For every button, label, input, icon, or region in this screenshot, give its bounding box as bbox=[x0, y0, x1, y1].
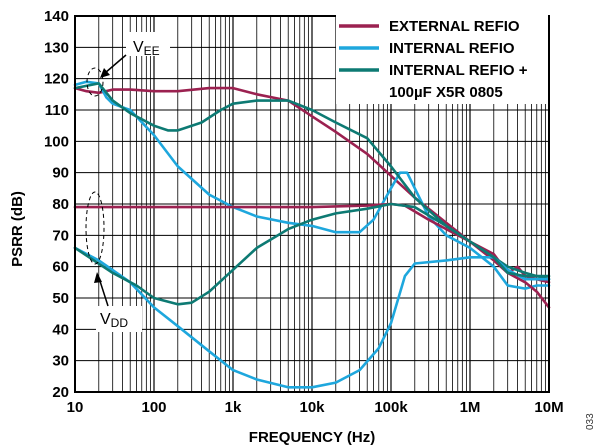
x-tick-label: 10 bbox=[67, 399, 84, 416]
grid-lines bbox=[74, 15, 549, 393]
x-tick-label: 10M bbox=[534, 399, 563, 416]
y-tick-label: 60 bbox=[52, 259, 69, 276]
series-line-vdd-internal-refio-100-f-x5r-0805 bbox=[73, 202, 551, 306]
vdd-ellipse bbox=[85, 191, 105, 265]
y-tick-label: 100 bbox=[44, 133, 69, 150]
x-tick-label: 1k bbox=[225, 399, 242, 416]
y-tick-label: 80 bbox=[52, 196, 69, 213]
legend-label-internal-cap: INTERNAL REFIO + bbox=[389, 62, 528, 79]
y-tick-label: 130 bbox=[44, 39, 69, 56]
vee-label-background bbox=[126, 32, 170, 56]
vdd-label-background bbox=[96, 306, 142, 332]
tick-labels: 20 30 40 50 60 70 80 90 100 110 120 130 140 10 100 1k 10… bbox=[44, 8, 564, 416]
y-tick-label: 40 bbox=[52, 321, 69, 338]
x-tick-label: 100k bbox=[374, 399, 408, 416]
plot-frame bbox=[74, 15, 550, 393]
y-tick-label: 20 bbox=[52, 384, 69, 401]
y-tick-label: 70 bbox=[52, 227, 69, 244]
x-tick-label: 1M bbox=[460, 399, 481, 416]
vdd-arrow-head bbox=[94, 272, 102, 283]
series-line-vdd-external-refio bbox=[73, 202, 551, 309]
legend: EXTERNAL REFIO INTERNAL REFIO INTERNAL R… bbox=[336, 8, 548, 104]
y-tick-label: 140 bbox=[44, 8, 69, 25]
vdd-label: VDD bbox=[100, 311, 128, 330]
legend-label-external: EXTERNAL REFIO bbox=[389, 18, 520, 35]
y-tick-label: 50 bbox=[52, 290, 69, 307]
y-tick-label: 110 bbox=[45, 102, 69, 119]
y-tick-label: 120 bbox=[44, 71, 69, 88]
legend-label-internal: INTERNAL REFIO bbox=[389, 40, 515, 57]
x-axis-label: FREQUENCY (Hz) bbox=[249, 429, 375, 446]
legend-background bbox=[336, 8, 548, 104]
vee-annotation: VEE bbox=[86, 32, 170, 97]
figure-id: 033 bbox=[585, 413, 596, 430]
vee-arrow-head bbox=[100, 68, 110, 78]
y-tick-label: 90 bbox=[52, 165, 69, 182]
series-layer bbox=[73, 80, 551, 389]
vee-label: VEE bbox=[133, 39, 160, 58]
legend-label-internal-cap-line2: 100µF X5R 0805 bbox=[389, 84, 503, 101]
x-tick-label: 10k bbox=[299, 399, 325, 416]
vee-ellipse bbox=[86, 67, 104, 97]
x-tick-label: 100 bbox=[141, 399, 166, 416]
vee-arrow bbox=[104, 54, 127, 74]
y-axis-label: PSRR (dB) bbox=[9, 191, 26, 267]
vdd-annotation: VDD bbox=[85, 191, 142, 332]
vdd-arrow bbox=[98, 277, 109, 307]
y-tick-label: 30 bbox=[52, 353, 69, 370]
